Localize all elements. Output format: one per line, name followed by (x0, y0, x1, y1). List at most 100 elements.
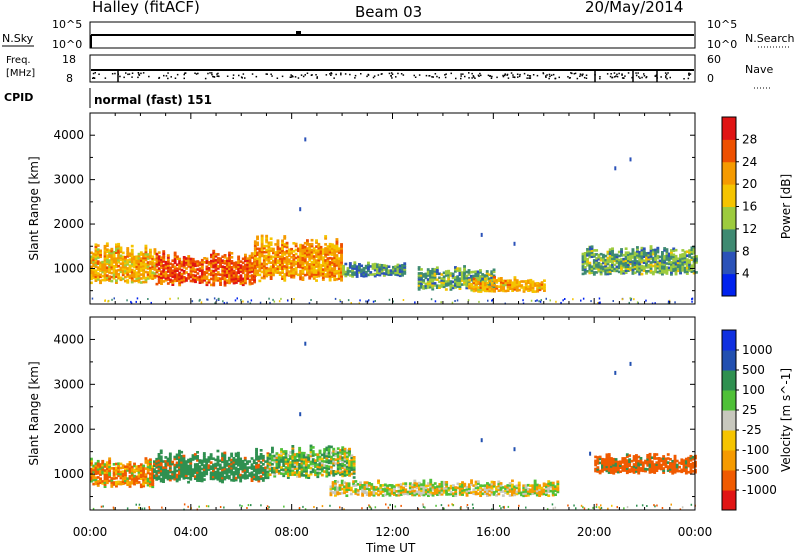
echo-cell (626, 253, 630, 256)
echo-cell (196, 465, 199, 468)
echo-cell (641, 469, 645, 473)
echo-cell (117, 272, 121, 276)
echo-cell (649, 247, 653, 250)
echo-cell (124, 481, 127, 485)
echo-cell (276, 241, 280, 244)
echo-cell (370, 483, 374, 486)
echo-cell (250, 477, 254, 481)
echo-cell (483, 276, 487, 279)
echo-cell (607, 465, 611, 468)
echo-cell (207, 460, 211, 463)
echo-cell (103, 473, 107, 476)
echo-cell (171, 281, 175, 284)
echo-cell (477, 282, 481, 285)
echo-cell (155, 264, 159, 268)
echo-cell (232, 477, 236, 480)
echo-cell (303, 259, 307, 263)
echo-cell (420, 483, 424, 486)
echo-cell (497, 279, 501, 282)
echo-cell (259, 453, 263, 456)
echo-cell (267, 271, 271, 275)
echo-cell (339, 473, 342, 476)
echo-cell (340, 251, 343, 254)
echo-cell (112, 257, 116, 260)
echo-cell (342, 266, 345, 270)
echo-cell (670, 251, 673, 254)
echo-cell (360, 268, 364, 272)
echo-cell (642, 267, 646, 270)
echo-cell (531, 280, 535, 283)
echo-cell (605, 469, 609, 473)
echo-cell (258, 267, 262, 271)
echo-cell (316, 459, 320, 462)
echo-cell (367, 273, 370, 277)
echo-cell (255, 456, 258, 459)
y-tick-label: 2000 (53, 217, 84, 231)
echo-cell (205, 281, 209, 285)
echo-cell (278, 273, 282, 276)
echo-cell (365, 491, 369, 495)
echo-cell (239, 264, 243, 267)
echo-cell (259, 475, 263, 478)
echo-cell (256, 271, 259, 275)
echo-cell (649, 271, 653, 274)
echo-cell (321, 276, 325, 279)
echo-cell (223, 459, 227, 463)
echo-cell (115, 466, 118, 470)
echo-cell (321, 274, 325, 277)
echo-cell (200, 473, 204, 477)
nave-dot (641, 76, 643, 79)
echo-cell (115, 249, 118, 252)
echo-cell (227, 456, 231, 460)
echo-cell (135, 257, 139, 260)
nave-dot (549, 75, 551, 78)
echo-cell (274, 257, 278, 260)
echo-cell (477, 290, 481, 293)
echo-cell (121, 476, 125, 480)
echo-cell (282, 460, 286, 463)
echo-cell (160, 264, 163, 267)
echo-cell (124, 475, 127, 479)
echo-cell (185, 263, 188, 266)
echo-cell (474, 272, 478, 275)
echo-cell (465, 278, 469, 282)
echo-cell (649, 265, 653, 268)
echo-cell (610, 471, 613, 474)
echo-cell (675, 465, 679, 469)
echo-cell (465, 284, 469, 288)
echo-cell (326, 253, 330, 256)
echo-cell (110, 483, 114, 486)
echo-cell (227, 464, 231, 468)
echo-cell (499, 277, 503, 280)
echo-cell (130, 264, 134, 268)
echo-cell (117, 242, 121, 246)
echo-cell (648, 465, 652, 468)
echo-cell (336, 447, 340, 450)
echo-cell (337, 271, 341, 274)
echo-cell (139, 467, 143, 470)
echo-cell (330, 455, 333, 459)
echo-cell (317, 272, 321, 276)
echo-cell (297, 257, 300, 261)
echo-cell (99, 469, 102, 472)
echo-cell (427, 482, 430, 485)
echo-cell (274, 243, 278, 246)
echo-cell (315, 249, 318, 252)
echo-cell (101, 461, 105, 465)
echo-cell (133, 478, 136, 482)
echo-cell (287, 254, 291, 257)
echo-cell (180, 471, 184, 474)
echo-cell (271, 458, 274, 462)
echo-cell (631, 248, 635, 251)
echo-cell (328, 242, 332, 246)
echo-cell (319, 247, 323, 251)
noise-cell (339, 300, 342, 303)
echo-cell (108, 465, 112, 469)
echo-cell (282, 458, 286, 461)
echo-cell (108, 253, 112, 256)
echo-cell (454, 278, 457, 281)
echo-cell (325, 464, 329, 468)
echo-cell (151, 277, 155, 280)
echo-cell (273, 460, 277, 464)
echo-cell (429, 484, 433, 488)
